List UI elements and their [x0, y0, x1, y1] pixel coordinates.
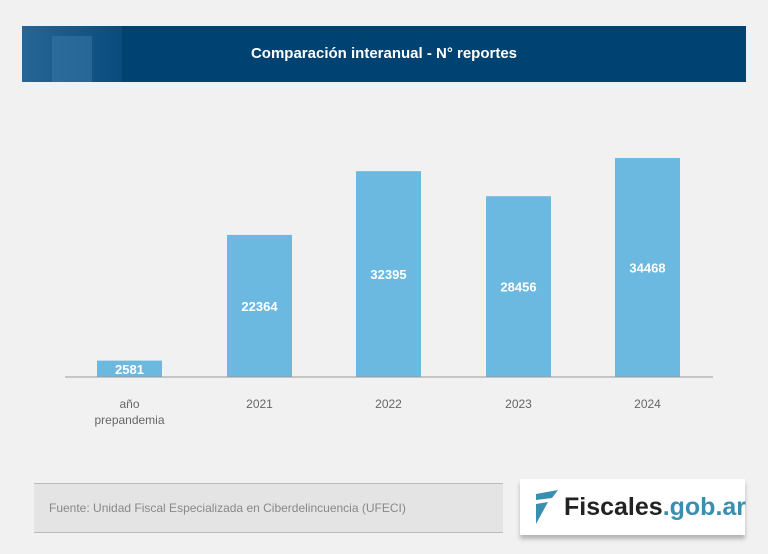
chart-title: Comparación interanual - N° reportes	[250, 45, 518, 62]
source-box: Fuente: Unidad Fiscal Especializada en C…	[34, 483, 503, 533]
x-tick-label: 2021	[246, 397, 273, 411]
bar	[486, 196, 551, 377]
banner-decoration	[52, 36, 92, 82]
x-tick-label: 2023	[505, 397, 532, 411]
data-label: 22364	[241, 299, 278, 314]
x-tick-label: 2022	[375, 397, 402, 411]
data-label: 28456	[500, 280, 536, 295]
source-text: Fuente: Unidad Fiscal Especializada en C…	[49, 501, 406, 515]
bar	[227, 234, 292, 377]
logo-text: Fiscales.gob.ar	[564, 493, 747, 521]
fiscales-logo: Fiscales.gob.ar	[520, 479, 747, 535]
data-label: 2581	[115, 362, 144, 377]
bar	[356, 171, 421, 377]
logo-f-icon	[536, 490, 558, 524]
x-tick-label: 2024	[634, 397, 661, 411]
bar	[97, 360, 162, 377]
data-label: 34468	[629, 261, 665, 276]
x-tick-label: año prepandemia	[94, 397, 164, 427]
bar	[615, 158, 680, 377]
chart-title-banner: Comparación interanual - N° reportes	[22, 26, 746, 82]
data-label: 32395	[370, 267, 406, 282]
